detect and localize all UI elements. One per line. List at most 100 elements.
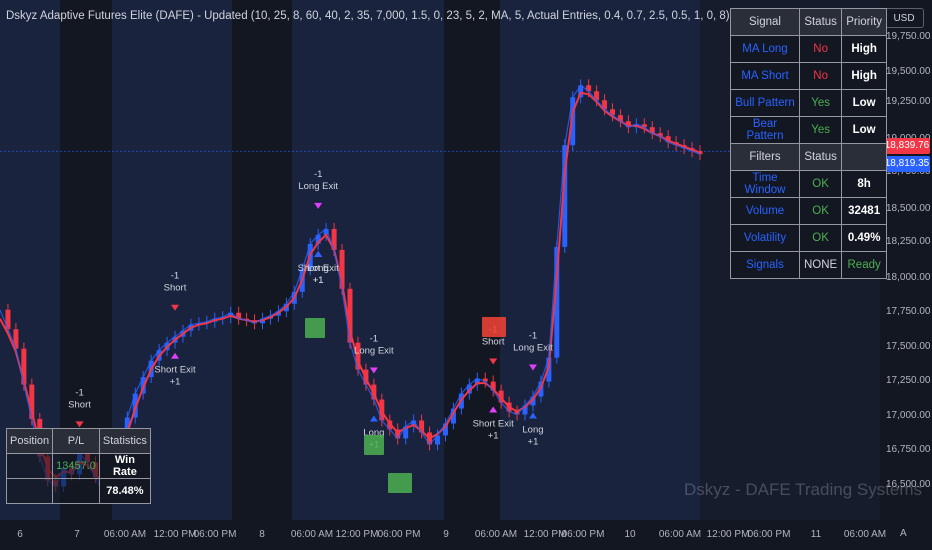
x-tick-label: 8 xyxy=(259,529,265,540)
pattern-box xyxy=(305,318,325,338)
status-header: Status xyxy=(798,8,843,36)
currency-button[interactable]: USD xyxy=(884,8,924,28)
signal-table: Signal Status Priority MA Long No High M… xyxy=(730,8,888,279)
x-tick-label: 12:00 PM xyxy=(523,529,567,540)
y-tick-label: 17,250.00 xyxy=(886,375,931,386)
filter-value: 32481 xyxy=(841,197,888,225)
y-tick-label: 19,500.00 xyxy=(886,66,931,77)
candle-body xyxy=(649,127,655,134)
signal-label: MA Short xyxy=(730,62,800,90)
position-header: Position xyxy=(5,428,54,454)
position-empty xyxy=(5,478,54,504)
signal-status: No xyxy=(798,35,843,63)
statistics-table: Position P/L Statistics 13457.0 Win Rate… xyxy=(5,428,151,504)
signal-label: Bear Pattern xyxy=(730,116,800,144)
signal-priority: High xyxy=(841,35,888,63)
trade-label: Short Exit xyxy=(473,419,515,430)
pattern-box xyxy=(388,473,412,493)
candle-body xyxy=(442,423,448,436)
candle-body xyxy=(554,246,560,358)
candle-body xyxy=(546,357,552,382)
signal-priority: High xyxy=(841,62,888,90)
win-rate-value: 78.48% xyxy=(98,478,151,504)
x-tick-label: 11 xyxy=(810,529,822,540)
filter-value: Ready xyxy=(841,251,888,279)
candle-body xyxy=(610,109,615,116)
trade-arrow xyxy=(369,367,378,374)
position-value xyxy=(5,453,54,479)
candle-body xyxy=(657,133,663,137)
signal-priority: Low xyxy=(841,116,888,144)
y-tick-label: 16,500.00 xyxy=(886,479,931,490)
candle-body xyxy=(450,408,456,424)
trade-arrow xyxy=(528,364,537,371)
candle-body xyxy=(419,420,425,433)
candle-body xyxy=(29,384,35,419)
win-rate-label: Win Rate xyxy=(98,453,151,479)
candle-body xyxy=(570,97,576,146)
y-tick-label: 18,250.00 xyxy=(886,236,931,247)
candle-body xyxy=(474,378,480,385)
x-tick-label: 12:00 PM xyxy=(335,529,379,540)
candle-body xyxy=(586,85,592,92)
trade-label: Short xyxy=(68,399,91,410)
trade-arrow xyxy=(489,406,498,413)
candle-body xyxy=(411,420,417,427)
y-tick-label: 19,250.00 xyxy=(886,96,931,107)
x-tick-label: 06:00 PM xyxy=(561,529,605,540)
trade-label: Long xyxy=(308,263,329,274)
filter-status: NONE xyxy=(798,251,843,279)
trade-value: +1 xyxy=(313,275,324,286)
y-tick-label: 17,000.00 xyxy=(886,410,931,421)
y-tick-label: 18,500.00 xyxy=(886,203,931,214)
candle-body xyxy=(514,411,520,415)
trade-arrow xyxy=(528,412,537,419)
trade-value: -1 xyxy=(314,169,322,180)
auto-scale-button[interactable]: A xyxy=(900,528,907,539)
pattern-box xyxy=(482,317,506,337)
candle-body xyxy=(132,393,138,418)
candle-body xyxy=(339,249,345,289)
trade-value: -1 xyxy=(529,331,537,342)
candle-body xyxy=(236,312,242,319)
filter-label: Signals xyxy=(730,251,800,279)
signal-label: Bull Pattern xyxy=(730,89,800,117)
x-tick-label: 06:00 AM xyxy=(474,529,518,540)
filters-status-header: Status xyxy=(798,143,843,171)
trade-value: +1 xyxy=(488,431,499,442)
candle-body xyxy=(530,396,536,406)
candle-body xyxy=(5,309,11,330)
candle-body xyxy=(435,435,440,445)
trade-label: Long xyxy=(363,428,384,439)
y-tick-label: 19,750.00 xyxy=(886,31,931,42)
trade-arrow xyxy=(75,421,84,428)
trade-value: +1 xyxy=(528,437,539,448)
candle-body xyxy=(21,348,27,385)
x-tick-label: 06:00 AM xyxy=(658,529,702,540)
candle-body xyxy=(490,381,496,391)
filter-status: OK xyxy=(798,197,843,225)
trade-value: +1 xyxy=(170,377,181,388)
signal-header: Signal xyxy=(730,8,800,36)
candle-body xyxy=(625,121,631,128)
ma-price-tag: 18,819.35 xyxy=(884,156,930,172)
filter-label: Time Window xyxy=(730,170,800,198)
x-tick-label: 06:00 PM xyxy=(747,529,791,540)
x-tick-label: 06:00 AM xyxy=(843,529,887,540)
y-tick-label: 17,500.00 xyxy=(886,341,931,352)
x-tick-label: 12:00 PM xyxy=(153,529,197,540)
trade-value: -1 xyxy=(370,334,378,345)
candle-body xyxy=(315,234,321,244)
candle-body xyxy=(331,228,337,250)
x-tick-label: 12:00 PM xyxy=(706,529,750,540)
trade-arrow xyxy=(171,304,179,311)
trade-value: -1 xyxy=(75,387,83,398)
candle-body xyxy=(641,124,647,128)
x-tick-label: 9 xyxy=(443,529,449,540)
candle-body xyxy=(562,145,568,247)
filters-value-header xyxy=(841,143,888,171)
candle-body xyxy=(466,384,472,394)
x-tick-label: 7 xyxy=(74,529,80,540)
x-tick-label: 06:00 AM xyxy=(103,529,147,540)
pl-empty xyxy=(52,478,100,504)
